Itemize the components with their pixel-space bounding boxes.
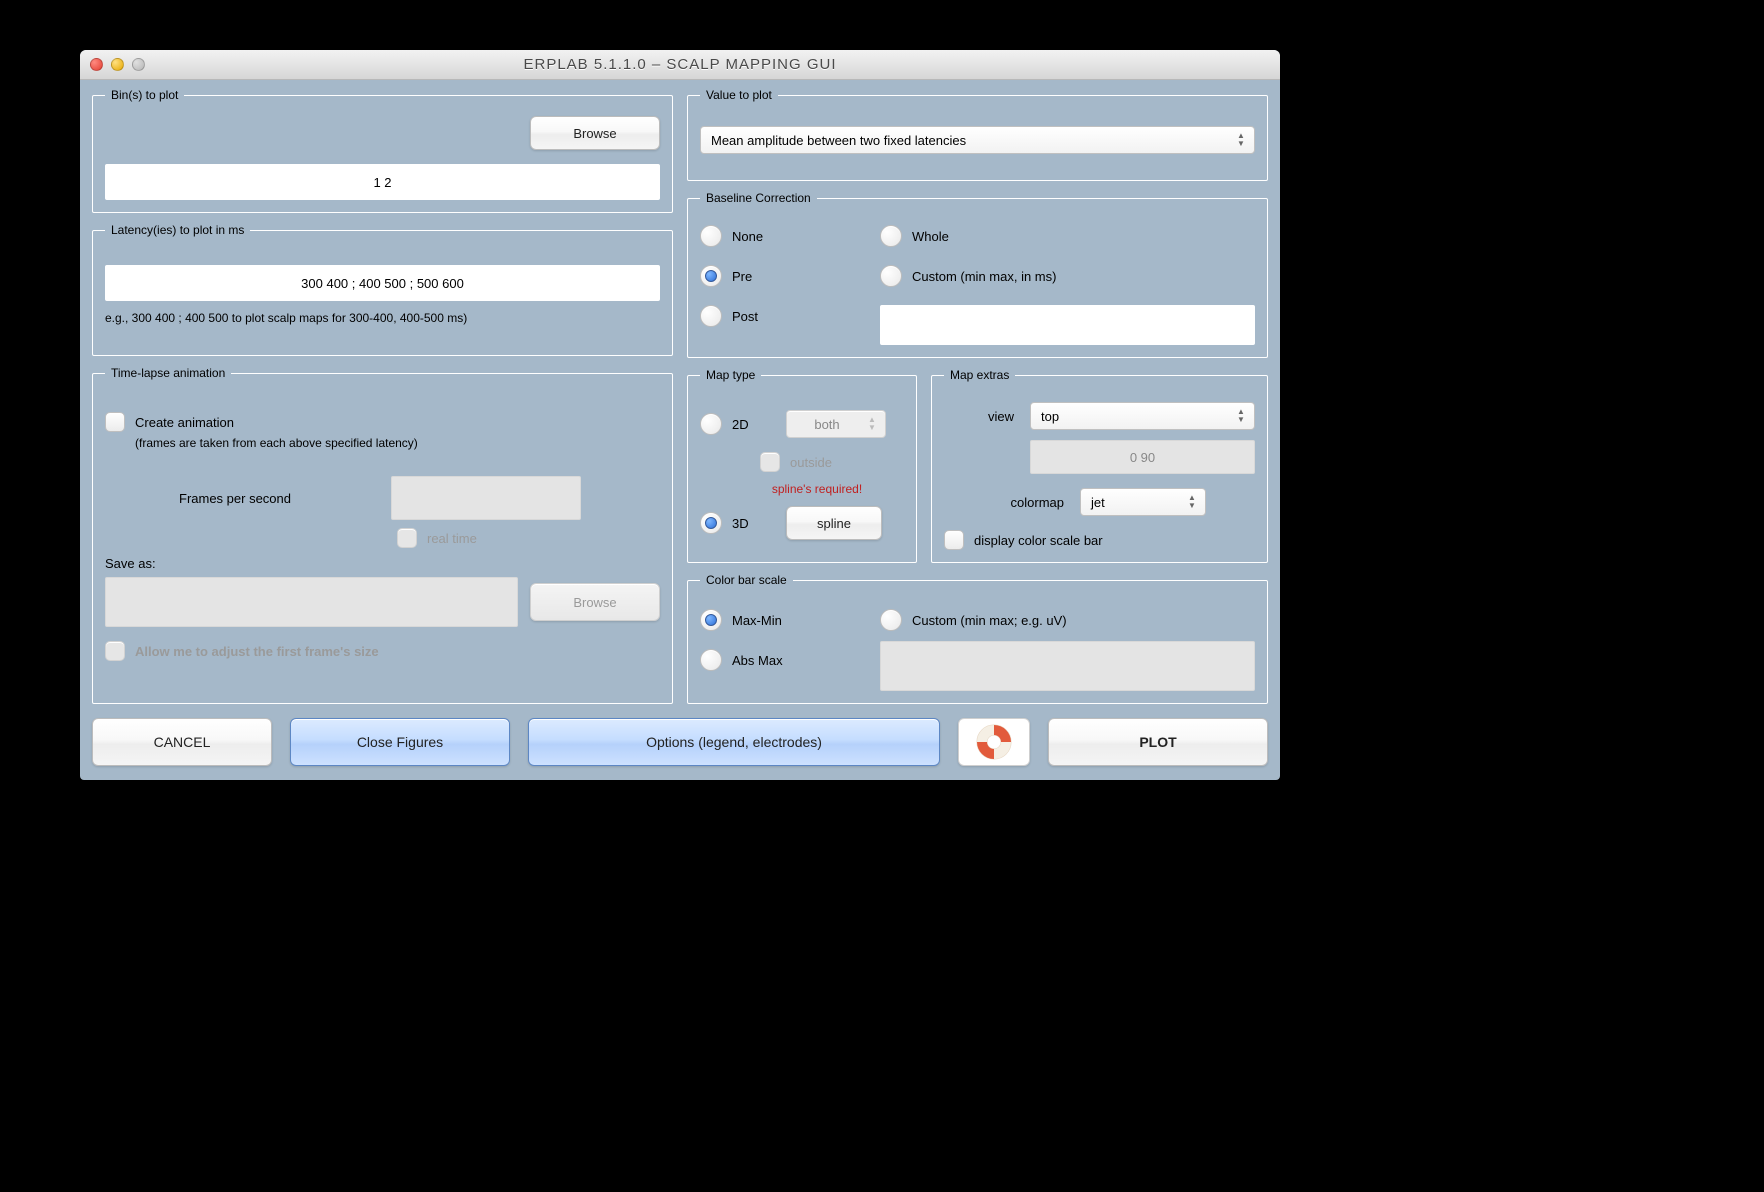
life-ring-icon (973, 721, 1015, 763)
saveas-label: Save as: (105, 556, 660, 571)
maptype-legend: Map type (700, 368, 761, 382)
saveas-browse-button: Browse (530, 583, 660, 621)
help-button[interactable] (958, 718, 1030, 766)
baseline-pre-radio[interactable] (700, 265, 722, 287)
adjust-frame-label: Allow me to adjust the first frame's siz… (135, 644, 379, 659)
colormap-select[interactable]: jet ▲▼ (1080, 488, 1206, 516)
create-animation-checkbox[interactable] (105, 412, 125, 432)
chevron-updown-icon: ▲▼ (1232, 406, 1250, 426)
window: ERPLAB 5.1.1.0 – SCALP MAPPING GUI Bin(s… (80, 50, 1280, 780)
latencies-legend: Latency(ies) to plot in ms (105, 223, 250, 237)
adjust-frame-checkbox (105, 641, 125, 661)
view-value: top (1041, 409, 1059, 424)
colorbar-fieldset: Color bar scale Max-Min Abs Max Custom (… (687, 573, 1268, 704)
baseline-post-radio[interactable] (700, 305, 722, 327)
chevron-updown-icon: ▲▼ (1232, 130, 1250, 150)
view-nums-input (1030, 440, 1255, 474)
colorbar-custom-input (880, 641, 1255, 691)
view-label: view (944, 409, 1014, 424)
maptype-warning: spline's required! (730, 482, 904, 496)
baseline-custom-input[interactable] (880, 305, 1255, 345)
display-bar-checkbox[interactable] (944, 530, 964, 550)
realtime-label: real time (427, 531, 477, 546)
saveas-input (105, 577, 518, 627)
minimize-icon[interactable] (111, 58, 124, 71)
latencies-input[interactable] (105, 265, 660, 301)
bins-input[interactable] (105, 164, 660, 200)
bins-legend: Bin(s) to plot (105, 88, 184, 102)
colormap-value: jet (1091, 495, 1105, 510)
maptype-3d-label: 3D (732, 516, 749, 531)
view-select[interactable]: top ▲▼ (1030, 402, 1255, 430)
maptype-outside-label: outside (790, 455, 832, 470)
baseline-pre-label: Pre (732, 269, 752, 284)
colorbar-legend: Color bar scale (700, 573, 793, 587)
maptype-outside-checkbox (760, 452, 780, 472)
colorbar-custom-radio[interactable] (880, 609, 902, 631)
colormap-label: colormap (944, 495, 1064, 510)
value-to-plot-legend: Value to plot (700, 88, 778, 102)
baseline-none-radio[interactable] (700, 225, 722, 247)
spline-button[interactable]: spline (786, 506, 882, 540)
animation-legend: Time-lapse animation (105, 366, 231, 380)
cancel-button[interactable]: CANCEL (92, 718, 272, 766)
baseline-whole-radio[interactable] (880, 225, 902, 247)
baseline-custom-label: Custom (min max, in ms) (912, 269, 1056, 284)
plot-button[interactable]: PLOT (1048, 718, 1268, 766)
chevron-updown-icon: ▲▼ (863, 414, 881, 434)
traffic-lights (90, 58, 145, 71)
create-animation-label: Create animation (135, 415, 234, 430)
baseline-none-label: None (732, 229, 763, 244)
latencies-fieldset: Latency(ies) to plot in ms e.g., 300 400… (92, 223, 673, 356)
maptype-both-value: both (814, 417, 839, 432)
animation-fieldset: Time-lapse animation Create animation (f… (92, 366, 673, 704)
baseline-fieldset: Baseline Correction None Pre Post Whole … (687, 191, 1268, 358)
bins-browse-button[interactable]: Browse (530, 116, 660, 150)
colorbar-absmax-radio[interactable] (700, 649, 722, 671)
realtime-checkbox (397, 528, 417, 548)
fps-input (391, 476, 581, 520)
colorbar-maxmin-label: Max-Min (732, 613, 782, 628)
zoom-icon[interactable] (132, 58, 145, 71)
chevron-updown-icon: ▲▼ (1183, 492, 1201, 512)
titlebar: ERPLAB 5.1.1.0 – SCALP MAPPING GUI (80, 50, 1280, 80)
maptype-2d-label: 2D (732, 417, 749, 432)
value-to-plot-selected: Mean amplitude between two fixed latenci… (711, 133, 966, 148)
colorbar-maxmin-radio[interactable] (700, 609, 722, 631)
close-figures-button[interactable]: Close Figures (290, 718, 510, 766)
maptype-fieldset: Map type 2D both ▲▼ outside spl (687, 368, 917, 563)
baseline-post-label: Post (732, 309, 758, 324)
options-button[interactable]: Options (legend, electrodes) (528, 718, 940, 766)
maptype-2d-radio[interactable] (700, 413, 722, 435)
maptype-3d-radio[interactable] (700, 512, 722, 534)
close-icon[interactable] (90, 58, 103, 71)
value-to-plot-fieldset: Value to plot Mean amplitude between two… (687, 88, 1268, 181)
baseline-legend: Baseline Correction (700, 191, 817, 205)
baseline-whole-label: Whole (912, 229, 949, 244)
mapextras-fieldset: Map extras view top ▲▼ (931, 368, 1268, 563)
maptype-both-select: both ▲▼ (786, 410, 886, 438)
bins-fieldset: Bin(s) to plot Browse (92, 88, 673, 213)
fps-label: Frames per second (105, 491, 365, 506)
mapextras-legend: Map extras (944, 368, 1015, 382)
colorbar-absmax-label: Abs Max (732, 653, 783, 668)
window-title: ERPLAB 5.1.1.0 – SCALP MAPPING GUI (80, 56, 1280, 73)
baseline-custom-radio[interactable] (880, 265, 902, 287)
display-bar-label: display color scale bar (974, 533, 1103, 548)
colorbar-custom-label: Custom (min max; e.g. uV) (912, 613, 1067, 628)
create-animation-sublabel: (frames are taken from each above specif… (135, 436, 660, 450)
latencies-hint: e.g., 300 400 ; 400 500 to plot scalp ma… (105, 311, 660, 325)
value-to-plot-select[interactable]: Mean amplitude between two fixed latenci… (700, 126, 1255, 154)
